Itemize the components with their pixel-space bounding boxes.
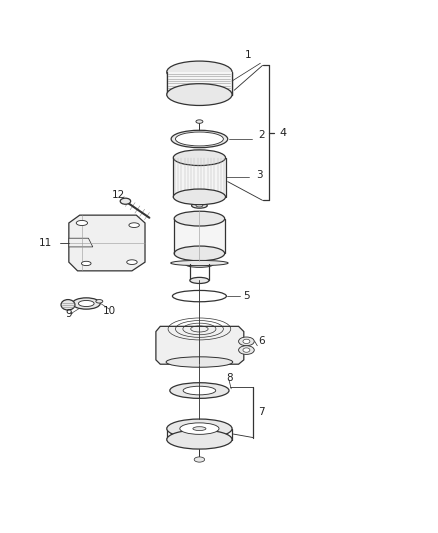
Ellipse shape	[171, 261, 228, 265]
Text: 2: 2	[258, 130, 265, 140]
Ellipse shape	[243, 348, 250, 352]
Ellipse shape	[173, 150, 226, 166]
Ellipse shape	[78, 301, 94, 306]
Ellipse shape	[166, 357, 233, 367]
Ellipse shape	[167, 84, 232, 106]
Bar	[167, 72, 232, 94]
Text: 11: 11	[39, 238, 52, 247]
Ellipse shape	[167, 61, 232, 83]
Ellipse shape	[174, 246, 225, 261]
Text: 9: 9	[66, 309, 72, 319]
Ellipse shape	[72, 298, 100, 309]
Text: 8: 8	[226, 373, 233, 383]
Ellipse shape	[170, 383, 229, 398]
Text: 6: 6	[258, 336, 265, 346]
Ellipse shape	[239, 337, 254, 346]
Polygon shape	[69, 215, 145, 271]
Ellipse shape	[127, 260, 137, 264]
Text: 1: 1	[245, 50, 252, 60]
Ellipse shape	[174, 211, 225, 226]
Ellipse shape	[81, 261, 91, 265]
Ellipse shape	[191, 203, 207, 208]
Ellipse shape	[176, 132, 223, 146]
Bar	[174, 219, 225, 254]
Ellipse shape	[120, 198, 131, 204]
Ellipse shape	[167, 419, 232, 438]
Ellipse shape	[196, 204, 203, 207]
Ellipse shape	[167, 430, 232, 449]
Ellipse shape	[183, 386, 215, 395]
Text: 3: 3	[256, 170, 263, 180]
Ellipse shape	[173, 290, 226, 302]
Text: 4: 4	[280, 128, 287, 138]
Text: 10: 10	[103, 306, 116, 316]
Ellipse shape	[243, 339, 250, 344]
Polygon shape	[69, 238, 93, 247]
Ellipse shape	[129, 223, 139, 228]
Text: 12: 12	[112, 190, 126, 200]
Ellipse shape	[194, 457, 205, 462]
Ellipse shape	[193, 427, 206, 431]
Ellipse shape	[180, 423, 219, 434]
Text: 5: 5	[243, 291, 250, 301]
Ellipse shape	[173, 189, 226, 205]
Bar	[173, 158, 226, 197]
Ellipse shape	[76, 221, 88, 225]
Ellipse shape	[171, 130, 228, 148]
Ellipse shape	[239, 346, 254, 354]
Ellipse shape	[96, 300, 103, 303]
Text: 7: 7	[258, 407, 265, 417]
Ellipse shape	[61, 300, 75, 310]
Ellipse shape	[185, 261, 213, 268]
Polygon shape	[156, 326, 244, 364]
Ellipse shape	[196, 120, 203, 123]
Ellipse shape	[190, 277, 209, 284]
